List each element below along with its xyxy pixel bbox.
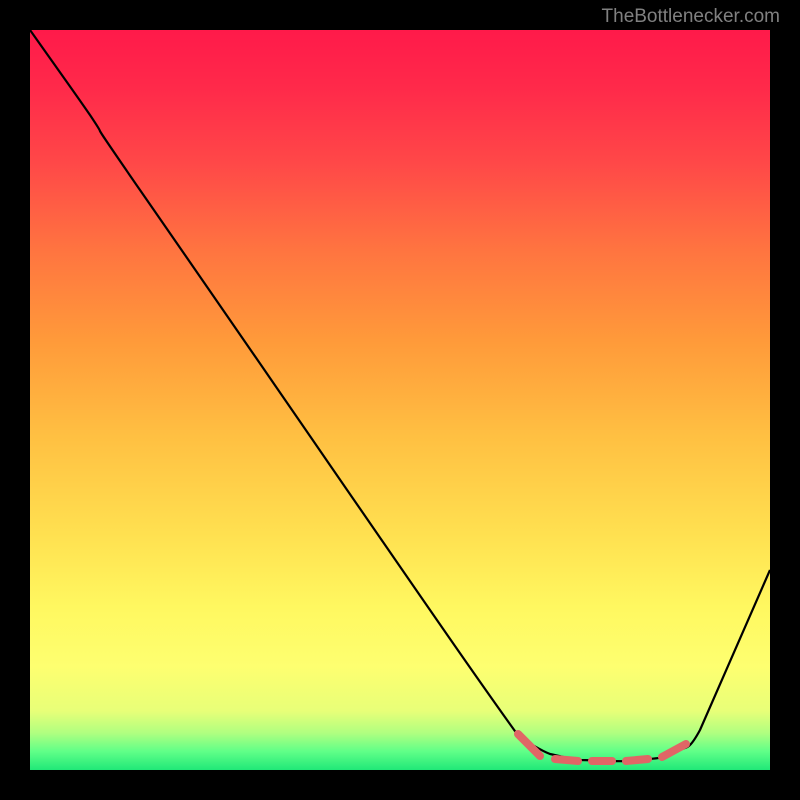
- watermark-text: TheBottlenecker.com: [602, 6, 780, 28]
- bottleneck-curve: [30, 30, 770, 761]
- marker-segment: [662, 744, 686, 757]
- marker-segment: [555, 759, 578, 761]
- chart-container: [30, 30, 770, 770]
- marker-group: [518, 734, 686, 761]
- curve-overlay: [30, 30, 770, 770]
- marker-segment: [518, 734, 540, 756]
- marker-segment: [626, 759, 648, 761]
